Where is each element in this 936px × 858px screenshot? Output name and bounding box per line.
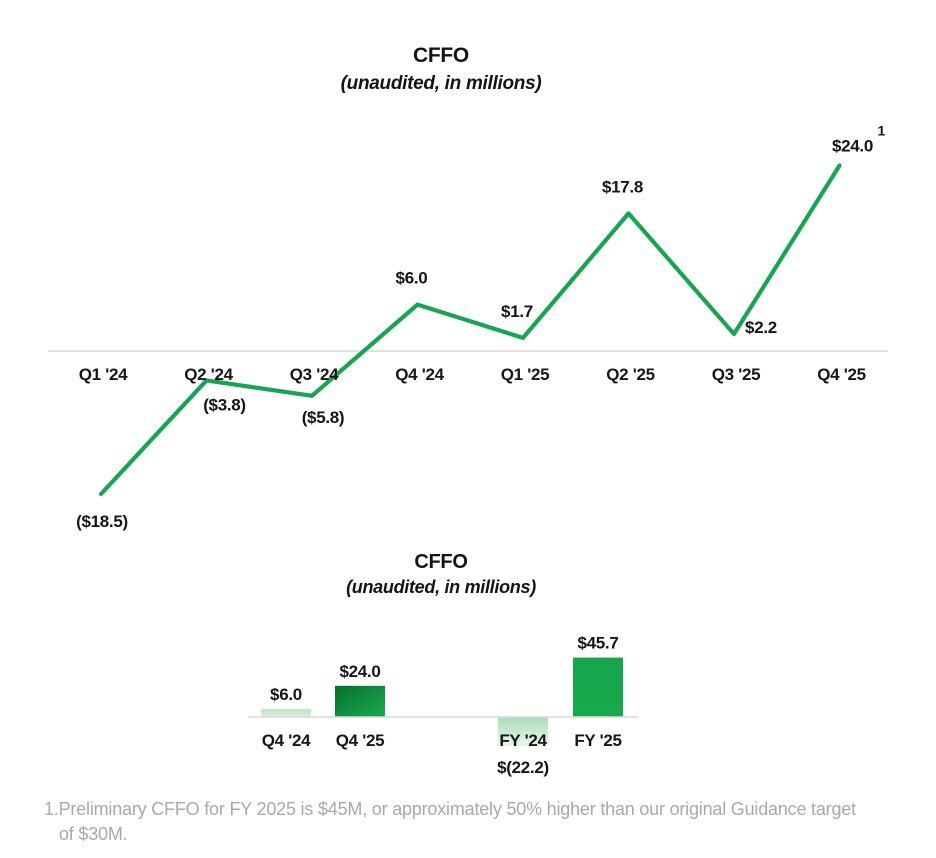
bar-chart: Q4 '24 Q4 '25 FY '24 FY '25 $6.0 $24.0 $(22.2)… <box>248 634 638 777</box>
data-point-label: $1.7 <box>501 302 533 321</box>
line-chart-title-block: CFFO (unaudited, in millions) <box>0 44 882 95</box>
x-axis-label: Q3 '24 <box>290 365 339 384</box>
data-point-label: $24.0 <box>832 136 873 155</box>
data-point-label: $17.8 <box>602 177 643 196</box>
data-point-label: ($18.5) <box>76 512 128 531</box>
x-axis-label: FY '25 <box>574 731 621 750</box>
line-chart-title: CFFO <box>413 44 469 67</box>
line-chart: Q1 '24 Q2 '24 Q3 '24 Q4 '24 Q1 '25 Q2 '25 Q3 '… <box>48 122 888 531</box>
bar-value-label: $45.7 <box>577 634 618 653</box>
x-axis-label: Q4 '24 <box>262 731 311 750</box>
bar <box>335 685 385 717</box>
bar-chart-subtitle: (unaudited, in millions) <box>346 577 536 597</box>
x-axis-label: Q4 '25 <box>336 731 385 750</box>
x-axis-label: Q1 '24 <box>79 365 128 384</box>
x-axis-label: FY '24 <box>499 731 547 750</box>
bar-value-label: $(22.2) <box>497 758 549 777</box>
data-point-label: ($5.8) <box>302 408 345 427</box>
data-point-label: $6.0 <box>396 269 428 288</box>
footnote: 1.Preliminary CFFO for FY 2025 is $45M, … <box>44 797 868 847</box>
x-axis-label: Q4 '25 <box>817 365 866 384</box>
footnote-text: Preliminary CFFO for FY 2025 is $45M, or… <box>58 799 856 844</box>
bar-value-label: $24.0 <box>339 662 380 681</box>
line-chart-subtitle: (unaudited, in millions) <box>340 73 542 94</box>
x-axis-label: Q1 '25 <box>501 365 550 384</box>
x-axis-label: Q3 '25 <box>712 365 761 384</box>
footnote-marker-superscript: 1 <box>878 122 886 138</box>
bar <box>261 709 311 717</box>
bar-value-label: $6.0 <box>270 685 302 704</box>
cffo-line-series <box>98 163 842 497</box>
x-axis-label: Q2 '25 <box>606 365 655 384</box>
x-axis-label: Q2 '24 <box>184 365 233 384</box>
bar-chart-title-block: CFFO (unaudited, in millions) <box>0 551 882 598</box>
bar <box>573 657 623 717</box>
footnote-marker: 1. <box>44 799 59 819</box>
data-point-label: ($3.8) <box>203 395 246 414</box>
x-axis-label: Q4 '24 <box>395 365 444 384</box>
bar-chart-title: CFFO <box>414 551 468 573</box>
bar <box>498 717 548 746</box>
data-point-label: $2.2 <box>745 318 777 337</box>
